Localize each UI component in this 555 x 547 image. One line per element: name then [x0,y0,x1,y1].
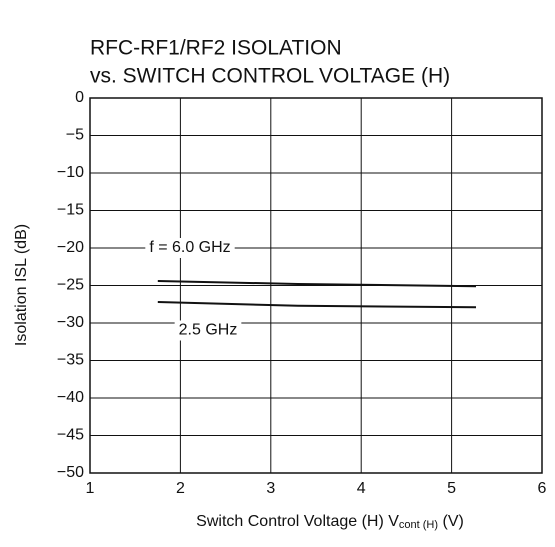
chart-title: RFC-RF1/RF2 ISOLATION [90,37,342,60]
plot-frame [89,97,543,474]
x-tick-label: 3 [266,480,275,497]
y-tick-label: −30 [57,314,84,331]
series-label: f = 6.0 GHz [149,239,230,256]
x-axis-label-unit: (V) [438,513,464,530]
y-tick-label: −45 [57,427,84,444]
x-tick-label: 1 [86,480,95,497]
x-axis-label: Switch Control Voltage (H) Vcont (H) (V) [196,513,464,531]
x-tick-label: 5 [447,480,456,497]
y-tick-label: −20 [57,239,84,256]
x-tick-label: 6 [538,480,547,497]
y-tick-label: −25 [57,277,84,294]
y-tick-label: −35 [57,352,84,369]
y-tick-label: −10 [57,164,84,181]
series-line [157,301,477,309]
y-axis-label: Isolation ISL (dB) [13,224,30,346]
chart-title: vs. SWITCH CONTROL VOLTAGE (H) [90,65,450,88]
y-tick-label: 0 [75,89,84,106]
x-tick-label: 2 [176,480,185,497]
series-line [157,280,477,288]
x-tick-label: 4 [357,480,366,497]
x-axis-label-subscript: cont (H) [399,519,438,531]
series-label: 2.5 GHz [179,322,238,339]
label-background [145,238,235,258]
y-tick-label: −50 [57,464,84,481]
y-tick-label: −5 [66,127,84,144]
y-tick-label: −40 [57,389,84,406]
x-axis-label-main: Switch Control Voltage (H) V [196,513,399,530]
label-background [174,320,242,341]
y-tick-label: −15 [57,202,84,219]
